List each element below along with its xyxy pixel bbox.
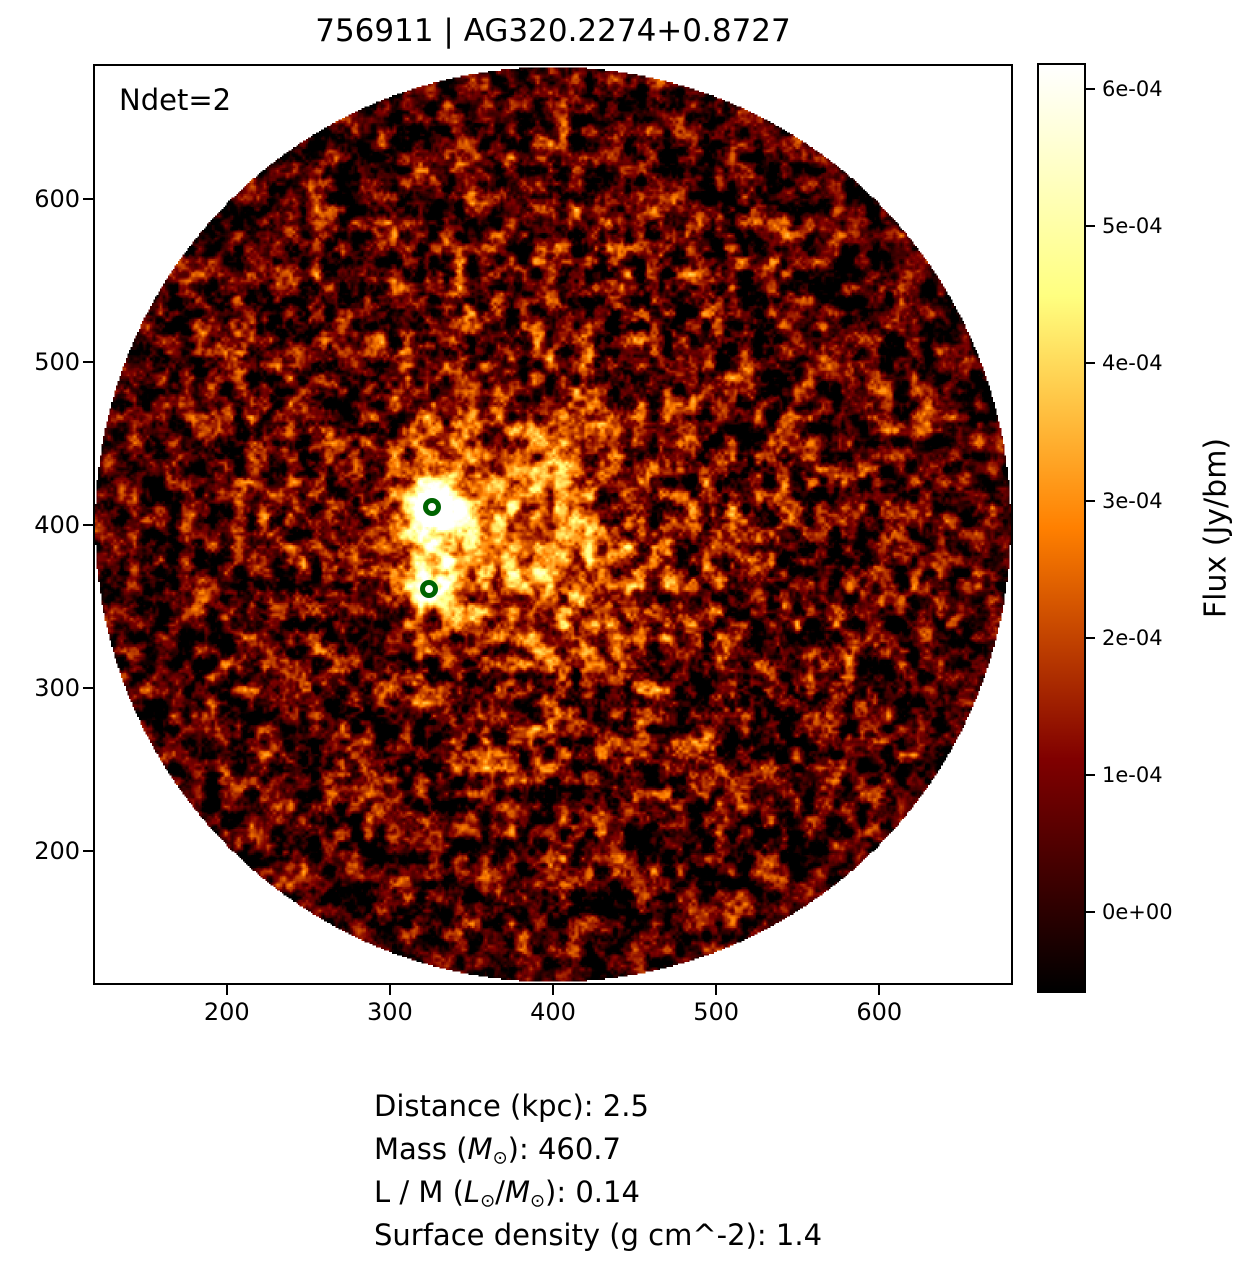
colorbar-tick-mark (1086, 225, 1095, 228)
colorbar-tick-label: 0e+00 (1102, 900, 1173, 925)
image-axes: Ndet=2 (93, 64, 1013, 985)
colorbar (1037, 63, 1086, 993)
x-tick-mark (715, 985, 718, 995)
colorbar-tick-mark (1086, 911, 1095, 914)
x-tick-mark (878, 985, 881, 995)
y-tick-mark (83, 361, 93, 364)
source-stats: Distance (kpc): 2.5 Mass (M⊙): 460.7 L / M… (374, 1086, 822, 1258)
stat-line: Surface density (g cm^-2): 1.4 (374, 1218, 823, 1252)
x-tick-label: 400 (530, 998, 576, 1026)
colorbar-tick-mark (1086, 636, 1095, 639)
colorbar-tick-label: 3e-04 (1102, 488, 1163, 513)
flux-map-canvas (95, 66, 1011, 983)
ndet-annotation: Ndet=2 (119, 83, 232, 117)
y-tick-label: 500 (34, 348, 80, 377)
colorbar-tick-label: 1e-04 (1102, 762, 1163, 787)
y-tick-mark (83, 687, 93, 690)
y-tick-label: 300 (34, 674, 80, 703)
y-tick-mark (83, 524, 93, 527)
colorbar-tick-label: 2e-04 (1102, 625, 1163, 650)
x-tick-label: 500 (693, 998, 740, 1026)
plot-title: 756911 | AG320.2274+0.8727 (315, 13, 791, 49)
colorbar-tick-label: 5e-04 (1102, 214, 1163, 239)
colorbar-tick-label: 4e-04 (1102, 351, 1163, 376)
x-tick-mark (552, 985, 554, 995)
x-tick-mark (388, 985, 391, 995)
y-tick-mark (83, 850, 93, 853)
y-tick-label: 400 (34, 511, 80, 540)
x-tick-label: 300 (366, 998, 413, 1026)
colorbar-axis-label: Flux (Jy/bm) (1198, 437, 1234, 619)
y-tick-label: 600 (34, 185, 80, 214)
x-tick-mark (225, 985, 228, 995)
y-tick-label: 200 (34, 837, 80, 866)
stat-line: L / M (L⊙/M⊙): 0.14 (374, 1175, 640, 1212)
detection-marker (420, 579, 439, 598)
colorbar-tick-mark (1086, 773, 1095, 776)
stat-line: Distance (kpc): 2.5 (374, 1089, 649, 1123)
y-tick-mark (83, 198, 93, 201)
colorbar-tick-mark (1086, 362, 1095, 365)
colorbar-tick-mark (1086, 499, 1095, 502)
x-tick-label: 600 (856, 998, 903, 1026)
colorbar-tick-mark (1086, 88, 1095, 91)
detection-marker (423, 498, 442, 517)
x-tick-label: 200 (203, 998, 250, 1026)
stat-line: Mass (M⊙): 460.7 (374, 1132, 621, 1169)
colorbar-tick-label: 6e-04 (1102, 77, 1163, 102)
